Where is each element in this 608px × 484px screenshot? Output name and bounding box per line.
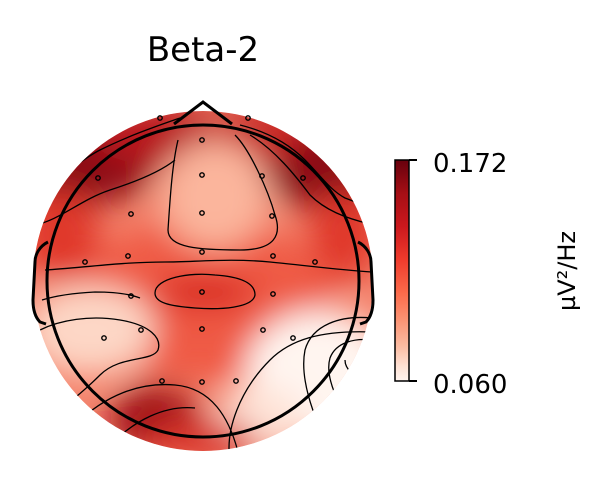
colorbar: 0.172 0.060 µV²/Hz	[394, 149, 581, 400]
sensor-dot	[199, 379, 205, 385]
sensor-dot	[95, 175, 101, 181]
colorbar-tick-label-max: 0.172	[433, 149, 507, 179]
colorbar-gradient	[394, 159, 410, 382]
nose-icon	[173, 100, 233, 126]
sensor-dot	[128, 211, 134, 217]
right-ear-icon	[357, 240, 375, 326]
sensor-dot	[259, 173, 265, 179]
head-circle	[45, 123, 361, 439]
head-outline	[31, 100, 375, 439]
chart-title: Beta-2	[147, 30, 259, 70]
sensor-dot	[128, 293, 134, 299]
sensor-dot	[199, 137, 205, 143]
sensor-dot	[199, 210, 205, 216]
sensor-dot	[270, 253, 276, 259]
sensor-dot	[300, 175, 306, 181]
sensor-dot	[270, 291, 276, 297]
sensor-dot	[82, 259, 88, 265]
left-ear-icon	[31, 240, 49, 326]
sensor-markers	[82, 115, 318, 385]
sensor-dot	[269, 213, 275, 219]
sensor-dot	[290, 335, 296, 341]
sensor-dot	[157, 115, 163, 121]
sensor-dot	[312, 259, 318, 265]
colorbar-label: µV²/Hz	[553, 231, 581, 311]
sensor-dot	[199, 289, 205, 295]
colorbar-tick-label-min: 0.060	[433, 370, 507, 400]
sensor-dot	[199, 249, 205, 255]
sensor-dot	[260, 327, 266, 333]
sensor-dot	[159, 378, 165, 384]
sensor-dot	[101, 335, 107, 341]
sensor-dot	[199, 326, 205, 332]
topomap-field	[33, 111, 373, 451]
sensor-dot	[199, 172, 205, 178]
sensor-dot	[138, 327, 144, 333]
sensor-dot	[233, 378, 239, 384]
sensor-dot	[245, 115, 251, 121]
sensor-dot	[125, 253, 131, 259]
